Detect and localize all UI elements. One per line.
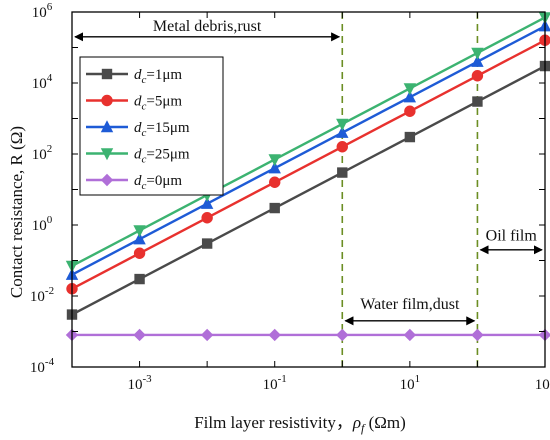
data-point bbox=[404, 105, 416, 117]
series-line bbox=[71, 16, 546, 268]
legend-label: dc=5μm bbox=[134, 94, 182, 113]
data-point bbox=[201, 212, 213, 224]
x-tick-label: 103 bbox=[535, 373, 550, 393]
data-point bbox=[336, 328, 349, 342]
legend: dc=1μm dc=5μm dc=15μm dc=25μm dc=0μm bbox=[79, 56, 224, 196]
y-tick-label: 10-4 bbox=[30, 356, 55, 376]
data-point bbox=[269, 176, 281, 188]
legend-swatch-marker bbox=[100, 120, 114, 133]
data-point bbox=[269, 202, 280, 214]
data-point bbox=[471, 328, 484, 342]
y-tick-label: 100 bbox=[32, 214, 53, 234]
y-tick-label: 10-2 bbox=[30, 285, 54, 305]
series-line bbox=[71, 25, 546, 276]
region-label: Oil film bbox=[486, 228, 538, 245]
data-point bbox=[336, 141, 348, 153]
data-point bbox=[471, 54, 484, 67]
data-point bbox=[471, 70, 484, 82]
data-point bbox=[200, 328, 214, 342]
legend-swatch-marker bbox=[101, 94, 113, 107]
y-tick-label: 102 bbox=[32, 143, 53, 163]
data-point bbox=[268, 328, 281, 342]
data-point bbox=[268, 154, 281, 167]
y-axis-title: Contact resistance, R (Ω) bbox=[7, 126, 26, 298]
region-annotations: Metal debris,rust Water film,dust Oil film bbox=[74, 18, 543, 326]
region-label: Water film,dust bbox=[360, 296, 460, 313]
x-axis-title: Film layer resistivity，ρf (Ωm) bbox=[194, 413, 406, 435]
y-tick-label: 104 bbox=[32, 72, 53, 92]
x-tick-label: 101 bbox=[400, 373, 421, 393]
legend-swatch-marker bbox=[101, 68, 113, 80]
data-point bbox=[404, 131, 416, 143]
data-point bbox=[200, 196, 214, 209]
data-point bbox=[268, 161, 281, 174]
data-point bbox=[201, 238, 213, 249]
x-tick-label: 10-3 bbox=[127, 373, 152, 393]
data-point bbox=[134, 273, 145, 285]
x-tick-label: 10-1 bbox=[263, 373, 287, 393]
data-point bbox=[403, 83, 417, 96]
data-point bbox=[133, 225, 146, 238]
legend-label: dc=25μm bbox=[134, 147, 190, 166]
data-point bbox=[133, 328, 146, 342]
legend-swatch-marker bbox=[100, 173, 114, 187]
data-point bbox=[133, 232, 146, 245]
series-lines bbox=[71, 16, 546, 337]
legend-label: dc=15μm bbox=[134, 120, 190, 139]
region-dividers bbox=[341, 12, 479, 367]
legend-label: dc=0μm bbox=[134, 173, 182, 192]
series-line bbox=[71, 64, 546, 316]
data-point bbox=[403, 90, 417, 103]
data-point bbox=[336, 118, 349, 131]
legend-swatch-marker bbox=[100, 148, 114, 161]
data-point bbox=[336, 125, 349, 138]
data-point bbox=[403, 328, 417, 342]
legend-label: dc=1μm bbox=[134, 67, 182, 86]
data-point bbox=[471, 47, 484, 60]
series-line bbox=[71, 39, 546, 290]
data-point bbox=[472, 96, 483, 107]
region-label: Metal debris,rust bbox=[153, 18, 262, 35]
data-point bbox=[133, 247, 146, 259]
data-point bbox=[337, 167, 348, 178]
axes: 10-3 10-1 101 103 10-4 10-2 100 102 104 106 bbox=[30, 1, 550, 393]
y-tick-label: 106 bbox=[32, 1, 53, 21]
